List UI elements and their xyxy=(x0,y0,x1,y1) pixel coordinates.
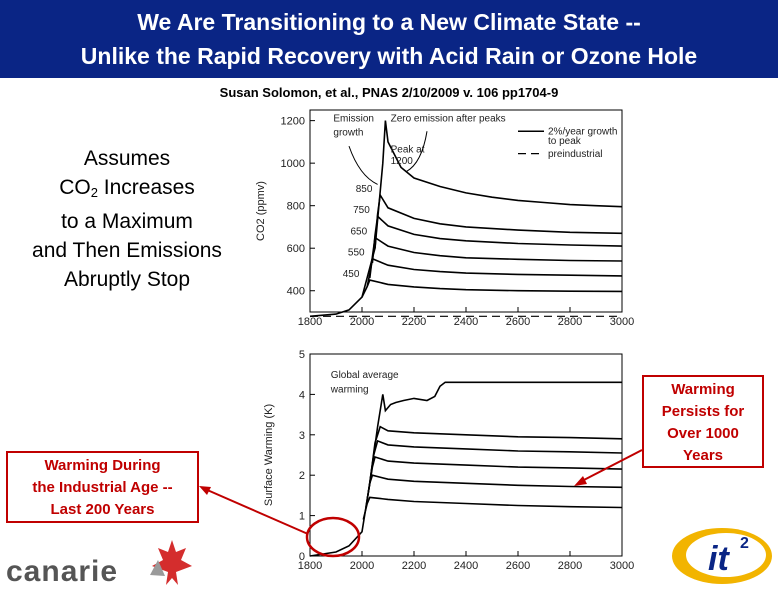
annotation-peak-value: 550 xyxy=(348,248,365,259)
arrow-industrial-head xyxy=(199,486,211,495)
assumes-line-4: and Then Emissions xyxy=(32,239,222,262)
warming-xtick-label: 3000 xyxy=(610,560,634,572)
callout-industrial-age: Warming During the Industrial Age -- Las… xyxy=(6,451,199,523)
title-bar: We Are Transitioning to a New Climate St… xyxy=(0,0,778,78)
co2-series-4 xyxy=(366,257,623,287)
increases-label: Increases xyxy=(97,176,195,199)
canarie-maple-mark xyxy=(150,540,192,585)
assumes-text: Assumes CO2 Increases to a Maximum and T… xyxy=(6,144,248,294)
co2-ytick-label: 400 xyxy=(287,286,305,298)
callout-persists-line-1: Warming xyxy=(671,381,735,398)
assumes-line-2: CO2 Increases xyxy=(6,173,248,207)
warming-xtick-label: 2200 xyxy=(402,560,426,572)
callout-industrial-line-1: Warming During xyxy=(44,457,161,474)
co2-xtick-label: 2400 xyxy=(454,316,478,328)
co2-ytick-label: 1000 xyxy=(281,158,305,170)
annotation-peak-1200: 1200 xyxy=(391,156,414,167)
warming-series-0 xyxy=(309,381,622,557)
arrow-persists-line xyxy=(579,449,643,483)
annotation-arrow-zero xyxy=(405,131,428,173)
citation: Susan Solomon, et al., PNAS 2/10/2009 v.… xyxy=(219,85,559,100)
warming-series-4 xyxy=(365,474,623,508)
arrow-persists-head xyxy=(574,476,587,486)
warming-xtick-label: 2400 xyxy=(454,560,478,572)
callout-warming-persists: Warming Persists for Over 1000 Years xyxy=(642,375,764,468)
warming-xtick-label: 2600 xyxy=(506,560,530,572)
co2-chart: 1800 2000 2200 2400 2600 2800 3000 400 600 800 100… xyxy=(255,109,634,328)
warming-chart: 1800 2000 2200 2400 2600 2800 3000 0 1 2 3 4 5 Surfac… xyxy=(263,349,634,572)
it2-logo: it 2 xyxy=(672,528,772,584)
annotation-peak-value: 450 xyxy=(343,269,360,280)
assumes-line-1: Assumes xyxy=(83,147,171,170)
legend-label-growth-2: to peak xyxy=(548,136,582,147)
co2-xtick-label: 2000 xyxy=(350,316,374,328)
annotation-arrow-emission xyxy=(348,145,378,185)
annotation-peak-value: 650 xyxy=(351,226,368,237)
it2-logo-text: it xyxy=(708,540,730,578)
callout-persists-line-2: Persists for xyxy=(661,403,745,420)
annotation-zero-emission: Zero emission after peaks xyxy=(391,114,506,125)
warming-xtick-label: 2000 xyxy=(350,560,374,572)
co2-series-0 xyxy=(309,120,623,318)
callout-industrial-line-2: the Industrial Age -- xyxy=(32,479,173,496)
assumes-line-3: to a Maximum xyxy=(61,210,193,233)
arrow-industrial-line xyxy=(204,488,309,535)
co2-series-2 xyxy=(371,214,623,264)
title-line-2: Unlike the Rapid Recovery with Acid Rain… xyxy=(80,43,698,69)
callout-industrial-line-3: Last 200 Years xyxy=(50,501,155,518)
highlight-ellipse xyxy=(305,516,361,558)
title-line-1: We Are Transitioning to a New Climate St… xyxy=(137,9,641,35)
co2-series-3 xyxy=(369,236,623,279)
it2-logo-sup: 2 xyxy=(740,535,749,552)
warming-series-2 xyxy=(367,439,623,492)
legend-label-preindustrial: preindustrial xyxy=(548,149,602,160)
warming-ytick-label: 2 xyxy=(299,470,305,482)
callout-persists-line-4: Years xyxy=(682,447,724,464)
annotation-global-average: Global average xyxy=(331,370,399,381)
annotation-emission: Emission xyxy=(333,114,374,125)
canarie-logo: canarie xyxy=(6,555,119,588)
warming-ytick-label: 1 xyxy=(299,511,305,523)
co2-series-5 xyxy=(361,279,623,298)
warming-ytick-label: 0 xyxy=(299,551,305,563)
annotation-warming: warming xyxy=(330,384,369,395)
co2-xtick-label: 1800 xyxy=(298,316,322,328)
warming-ytick-label: 4 xyxy=(299,389,305,401)
co2-ylabel: CO2 (ppmv) xyxy=(255,181,267,241)
assumes-line-5: Abruptly Stop xyxy=(63,268,191,291)
co2-xtick-label: 3000 xyxy=(610,316,634,328)
legend-label-growth-1: 2%/year growth xyxy=(548,126,617,137)
annotation-peak: Peak at xyxy=(391,145,425,156)
co2-series-1 xyxy=(374,192,623,249)
annotation-peak-value: 850 xyxy=(356,184,373,195)
co2-label: CO xyxy=(59,176,91,199)
warming-ytick-label: 3 xyxy=(299,430,305,442)
co2-ytick-label: 600 xyxy=(287,243,305,255)
warming-series-5 xyxy=(362,496,623,520)
warming-xtick-label: 2800 xyxy=(558,560,582,572)
warming-ytick-label: 5 xyxy=(299,349,305,361)
warming-ylabel: Surface Warming (K) xyxy=(263,404,275,506)
co2-ytick-label: 1200 xyxy=(281,116,305,128)
warming-series-3 xyxy=(366,455,623,500)
callout-persists-line-3: Over 1000 xyxy=(667,425,739,442)
annotation-growth: growth xyxy=(333,128,363,139)
co2-xtick-label: 2600 xyxy=(506,316,530,328)
warming-xtick-label: 1800 xyxy=(298,560,322,572)
annotation-peak-value: 750 xyxy=(353,205,370,216)
co2-xtick-label: 2800 xyxy=(558,316,582,328)
co2-subscript: 2 xyxy=(90,185,98,200)
warming-series-1 xyxy=(369,425,623,484)
co2-xtick-label: 2200 xyxy=(402,316,426,328)
co2-ytick-label: 800 xyxy=(287,201,305,213)
